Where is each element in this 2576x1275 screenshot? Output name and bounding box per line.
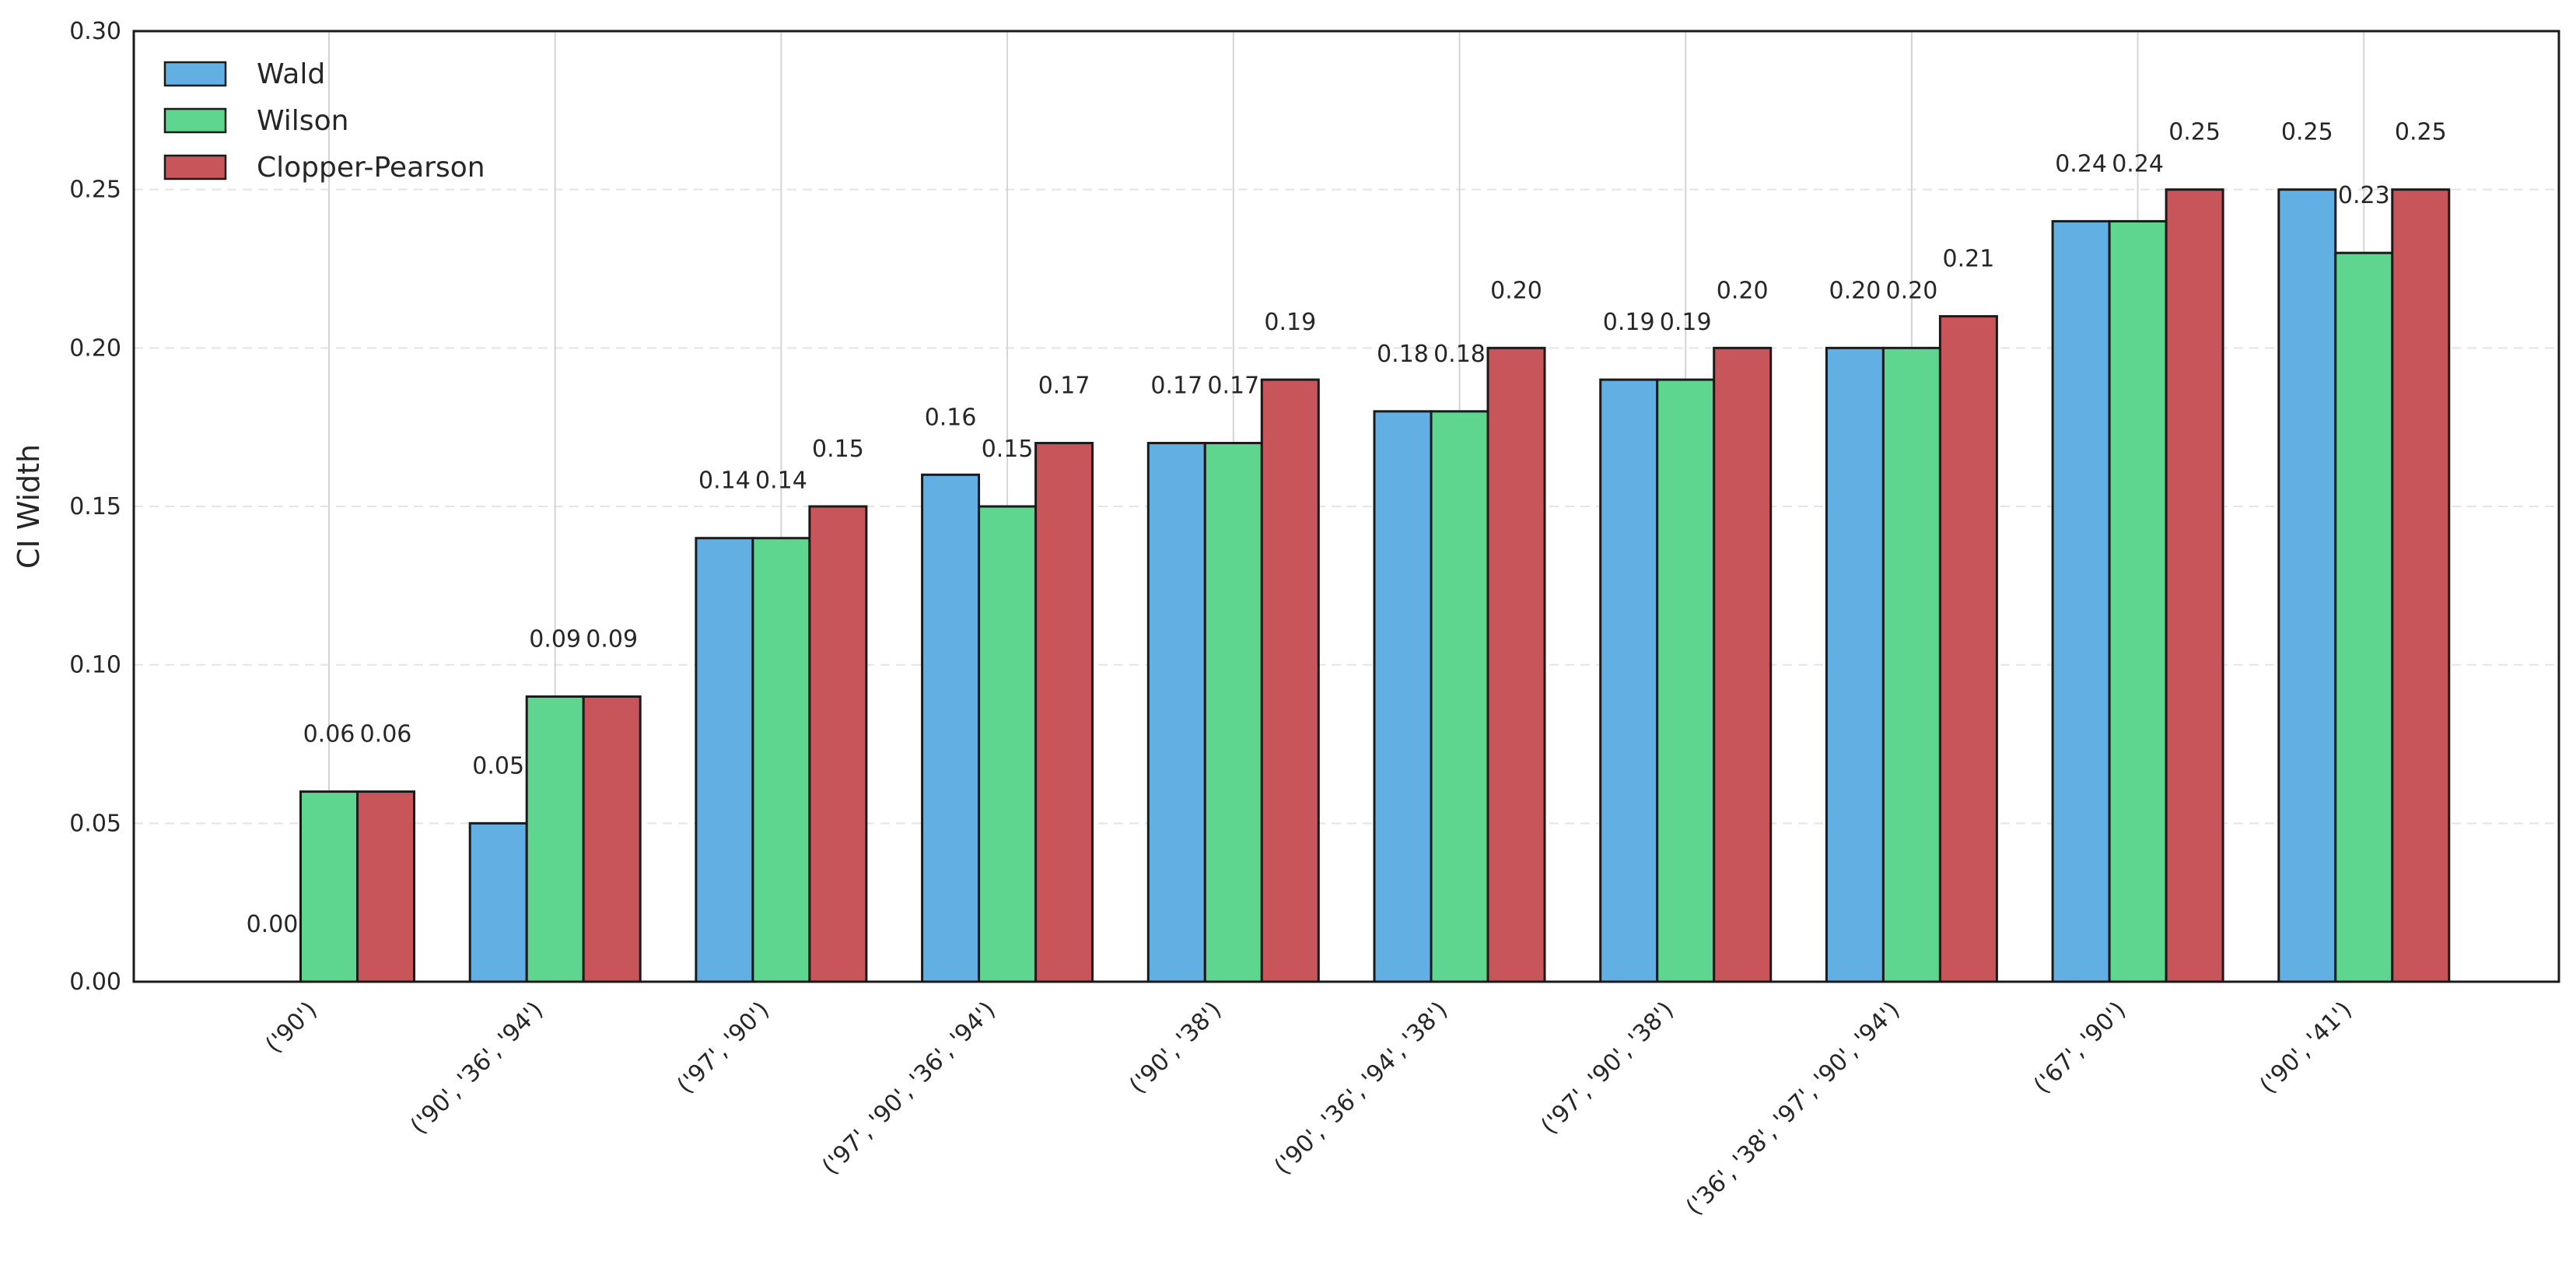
bar-wald <box>1825 346 1885 983</box>
x-tick-label: ('97', '90', '38') <box>1536 997 1679 1140</box>
bar-value-label: 0.14 <box>755 468 807 495</box>
bar-value-label: 0.09 <box>586 625 638 653</box>
bar-clopper-pearson <box>2165 188 2224 983</box>
y-tick-label: 0.05 <box>69 810 121 837</box>
bar-value-label: 0.21 <box>1943 246 1995 273</box>
bar-wald <box>695 537 754 983</box>
bar-wald <box>1373 410 1433 983</box>
bar-clopper-pearson <box>2391 188 2451 983</box>
bars-layer <box>299 188 2451 983</box>
bar-value-label: 0.25 <box>2395 119 2447 146</box>
bar-value-label: 0.20 <box>1717 277 1769 304</box>
bar-clopper-pearson <box>1034 442 1094 983</box>
y-tick-label: 0.20 <box>69 335 121 362</box>
y-tick-label: 0.25 <box>69 177 121 204</box>
bar-value-label: 0.24 <box>2055 150 2107 177</box>
bar-clopper-pearson <box>808 505 868 983</box>
x-tick-label: ('90') <box>261 997 323 1059</box>
bar-value-label: 0.15 <box>982 436 1034 463</box>
bar-value-label: 0.19 <box>1660 309 1712 336</box>
y-tick-label: 0.10 <box>69 652 121 679</box>
bar-value-label: 0.18 <box>1433 341 1486 368</box>
bar-value-label: 0.06 <box>360 721 412 748</box>
legend-label: Wilson <box>257 105 348 137</box>
bar-value-label: 0.17 <box>1150 373 1202 400</box>
y-tick-label: 0.15 <box>69 493 121 520</box>
y-tick-label: 0.30 <box>69 18 121 45</box>
bar-value-label: 0.05 <box>472 752 524 779</box>
bar-value-label: 0.16 <box>925 404 977 431</box>
bar-value-label: 0.15 <box>812 436 864 463</box>
bar-value-label: 0.17 <box>1207 373 1259 400</box>
x-tick-label: ('90', '36', '94') <box>405 997 548 1140</box>
plot-frame <box>132 30 2560 983</box>
bar-value-label: 0.24 <box>2112 150 2164 177</box>
bar-value-label: 0.18 <box>1377 341 1429 368</box>
bar-wilson <box>1656 378 1716 983</box>
bar-wilson <box>751 537 811 983</box>
bar-clopper-pearson <box>356 790 415 983</box>
bar-value-label: 0.20 <box>1490 277 1542 304</box>
bar-wilson <box>2108 219 2168 983</box>
bar-wald <box>2051 219 2111 983</box>
x-tick-label: ('90', '36', '94', '38') <box>1269 997 1453 1180</box>
y-axis-title: CI Width <box>12 444 46 569</box>
bar-wilson <box>525 695 585 983</box>
x-tick-label: ('97', '90', '36', '94') <box>817 997 1000 1180</box>
bar-value-label: 0.00 <box>247 911 299 938</box>
bar-wilson <box>1203 442 1263 983</box>
bar-wilson <box>1430 410 1489 983</box>
bar-clopper-pearson <box>1486 346 1546 983</box>
legend-swatch <box>163 61 227 87</box>
bar-wilson <box>299 790 359 983</box>
legend-swatch <box>163 154 227 180</box>
bar-clopper-pearson <box>1260 378 1320 983</box>
bar-value-label: 0.09 <box>529 625 581 653</box>
bar-value-label: 0.14 <box>698 468 751 495</box>
bar-value-label: 0.06 <box>303 721 355 748</box>
bar-value-label: 0.25 <box>2168 119 2221 146</box>
bar-wilson <box>978 505 1038 983</box>
bar-clopper-pearson <box>582 695 642 983</box>
bar-wilson <box>1881 346 1941 983</box>
legend-label: Clopper-Pearson <box>257 152 485 184</box>
x-tick-label: ('90', '41') <box>2255 997 2357 1099</box>
bar-value-label: 0.23 <box>2338 182 2390 209</box>
x-tick-label: ('90', '38') <box>1124 997 1227 1099</box>
bar-wald <box>1599 378 1659 983</box>
x-tick-label: ('36', '38', '97', '90', '94') <box>1681 997 1906 1221</box>
bar-value-label: 0.19 <box>1603 309 1655 336</box>
bar-value-label: 0.25 <box>2281 119 2333 146</box>
bar-wald <box>2277 188 2337 983</box>
x-tick-label: ('67', '90') <box>2028 997 2131 1099</box>
bar-wilson <box>2334 251 2394 983</box>
bar-clopper-pearson <box>1713 346 1773 983</box>
bar-value-label: 0.19 <box>1264 309 1316 336</box>
bar-value-label: 0.17 <box>1038 373 1090 400</box>
legend-label: Wald <box>257 58 325 90</box>
legend: Wald Wilson Clopper-Pearson <box>163 58 485 184</box>
value-labels-layer: 0.000.050.140.160.170.180.190.200.240.25… <box>247 119 2447 938</box>
bar-wald <box>1146 442 1206 983</box>
x-tick-label: ('97', '90') <box>672 997 775 1099</box>
bar-wald <box>468 821 528 983</box>
legend-swatch <box>163 107 227 134</box>
bar-clopper-pearson <box>1938 315 1998 983</box>
bar-value-label: 0.20 <box>1886 277 1938 304</box>
bar-value-label: 0.20 <box>1829 277 1881 304</box>
bar-wald <box>921 473 981 983</box>
y-tick-label: 0.00 <box>69 969 121 996</box>
